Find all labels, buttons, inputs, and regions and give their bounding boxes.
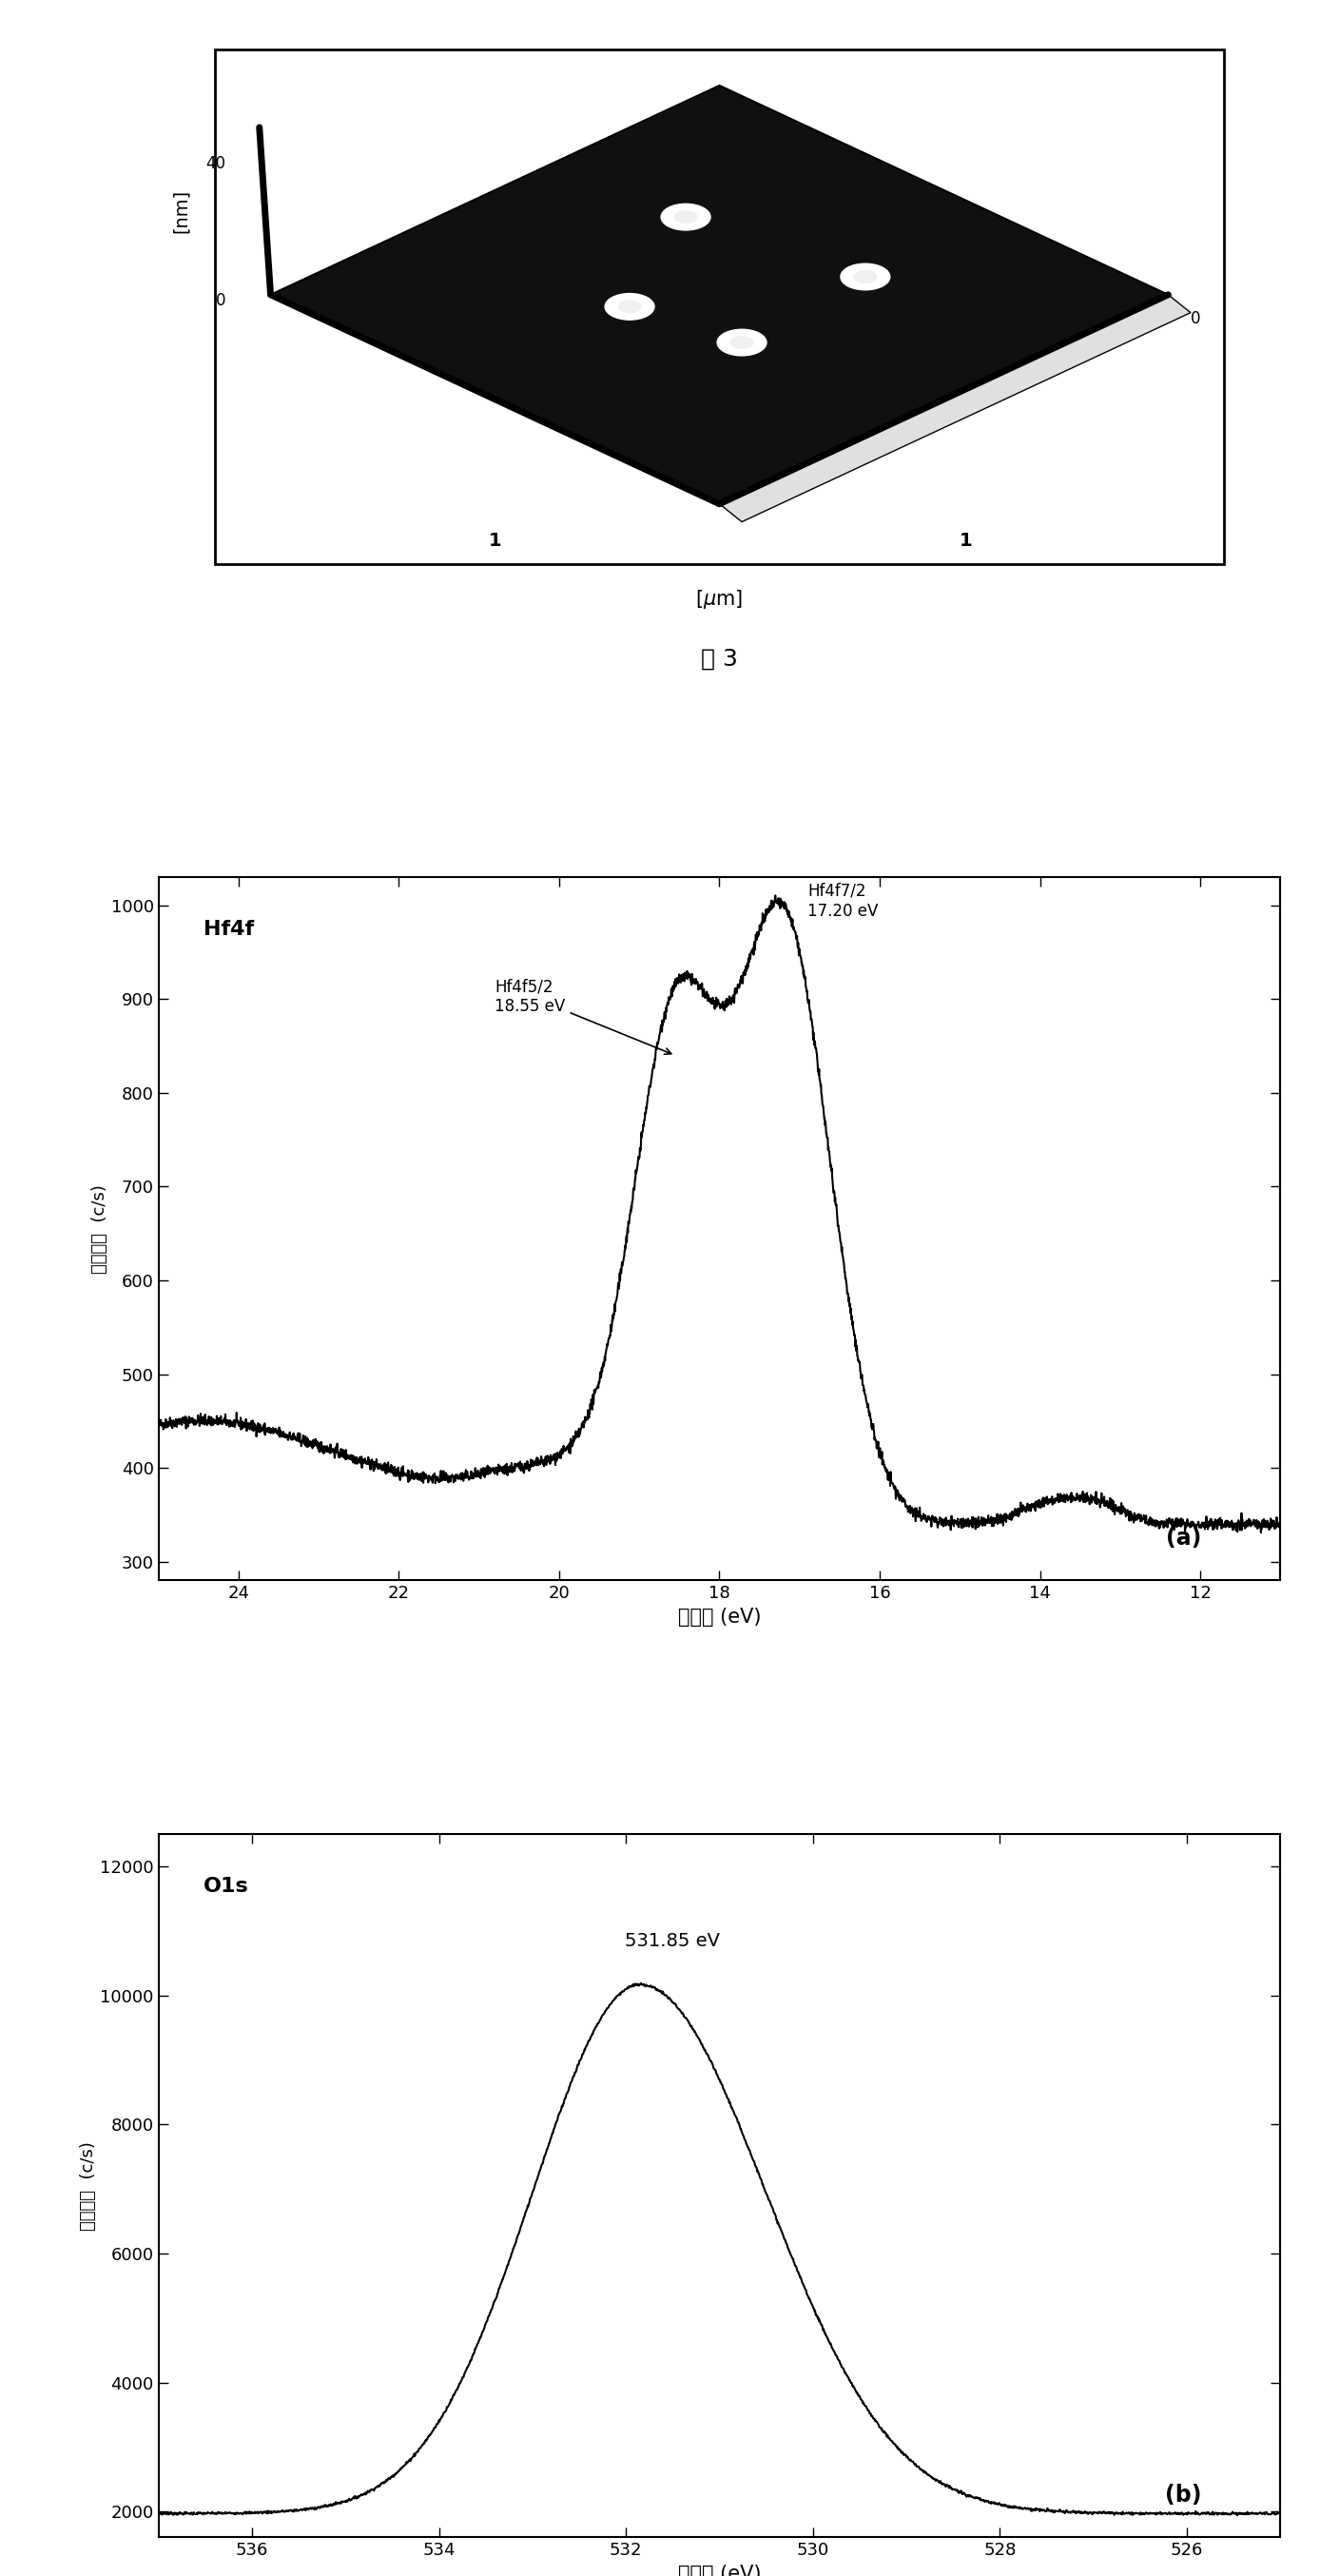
Circle shape: [675, 211, 697, 224]
Text: 0: 0: [1191, 309, 1201, 327]
Circle shape: [661, 204, 710, 229]
Polygon shape: [719, 294, 1191, 523]
Text: O1s: O1s: [203, 1875, 248, 1896]
Circle shape: [605, 294, 655, 319]
Text: 531.85 eV: 531.85 eV: [626, 1932, 721, 1950]
Text: Hf4f: Hf4f: [203, 920, 253, 938]
X-axis label: 结合能 (eV): 结合能 (eV): [677, 2563, 762, 2576]
Bar: [214, 49, 1224, 564]
Text: 图 3: 图 3: [701, 647, 738, 670]
Text: [nm]: [nm]: [172, 188, 190, 232]
Text: (a): (a): [1167, 1528, 1201, 1551]
Y-axis label: 相对强度  (c/s): 相对强度 (c/s): [81, 2141, 98, 2231]
Circle shape: [730, 337, 752, 348]
Text: [$\mu$m]: [$\mu$m]: [696, 587, 743, 611]
Circle shape: [618, 301, 642, 312]
Text: (b): (b): [1166, 2483, 1201, 2506]
Text: 0: 0: [215, 291, 226, 309]
Text: 1: 1: [488, 531, 502, 549]
Text: 40: 40: [206, 155, 226, 173]
Circle shape: [854, 270, 876, 283]
Circle shape: [717, 330, 767, 355]
Y-axis label: 相对强度  (c/s): 相对强度 (c/s): [91, 1185, 108, 1273]
Polygon shape: [271, 85, 1168, 505]
X-axis label: 结合能 (eV): 结合能 (eV): [677, 1607, 762, 1625]
Text: Hf4f5/2
18.55 eV: Hf4f5/2 18.55 eV: [495, 979, 672, 1054]
Text: Hf4f7/2
17.20 eV: Hf4f7/2 17.20 eV: [808, 884, 878, 920]
Circle shape: [841, 263, 890, 291]
Text: 1: 1: [960, 531, 973, 549]
